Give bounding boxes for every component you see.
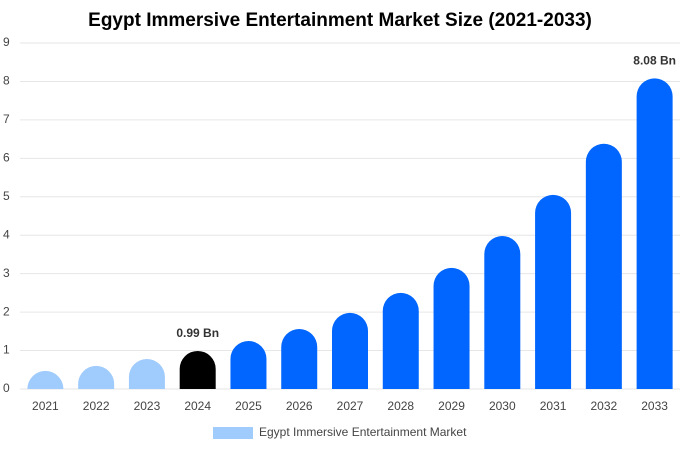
y-tick-label: 4: [3, 227, 10, 241]
bar: [433, 267, 470, 389]
y-tick-label: 9: [3, 35, 10, 49]
x-tick-label: 2028: [387, 399, 414, 413]
legend-label: Egypt Immersive Entertainment Market: [259, 425, 467, 439]
bar: [179, 350, 216, 389]
y-tick-label: 1: [3, 343, 10, 357]
x-tick-label: 2021: [32, 399, 59, 413]
x-tick-label: 2029: [438, 399, 465, 413]
bar: [585, 143, 622, 389]
value-label: 0.99 Bn: [176, 326, 219, 340]
y-tick-label: 0: [3, 381, 10, 395]
x-tick-label: 2026: [286, 399, 313, 413]
value-label: 8.08 Bn: [633, 54, 676, 68]
bar: [535, 194, 572, 389]
chart-title: Egypt Immersive Entertainment Market Siz…: [88, 10, 592, 31]
bar: [332, 312, 368, 389]
y-tick-label: 5: [3, 189, 10, 203]
x-tick-label: 2023: [134, 399, 161, 413]
legend-swatch: [213, 427, 253, 439]
x-tick-label: 2027: [337, 399, 364, 413]
bar: [230, 340, 267, 389]
bar: [281, 329, 318, 389]
y-tick-label: 8: [3, 74, 10, 88]
x-tick-label: 2030: [489, 399, 516, 413]
bar: [636, 78, 673, 389]
bar: [27, 370, 64, 389]
bar: [484, 235, 521, 389]
x-tick-label: 2031: [540, 399, 567, 413]
x-tick-label: 2025: [235, 399, 262, 413]
y-tick-label: 7: [3, 112, 10, 126]
bar: [128, 359, 165, 389]
y-tick-label: 6: [3, 151, 10, 165]
y-tick-label: 2: [3, 304, 10, 318]
y-tick-label: 3: [3, 266, 10, 280]
x-tick-label: 2024: [184, 399, 211, 413]
x-tick-label: 2022: [83, 399, 110, 413]
bar: [78, 365, 115, 389]
x-tick-label: 2033: [641, 399, 668, 413]
bar: [382, 292, 419, 389]
x-tick-label: 2032: [590, 399, 617, 413]
